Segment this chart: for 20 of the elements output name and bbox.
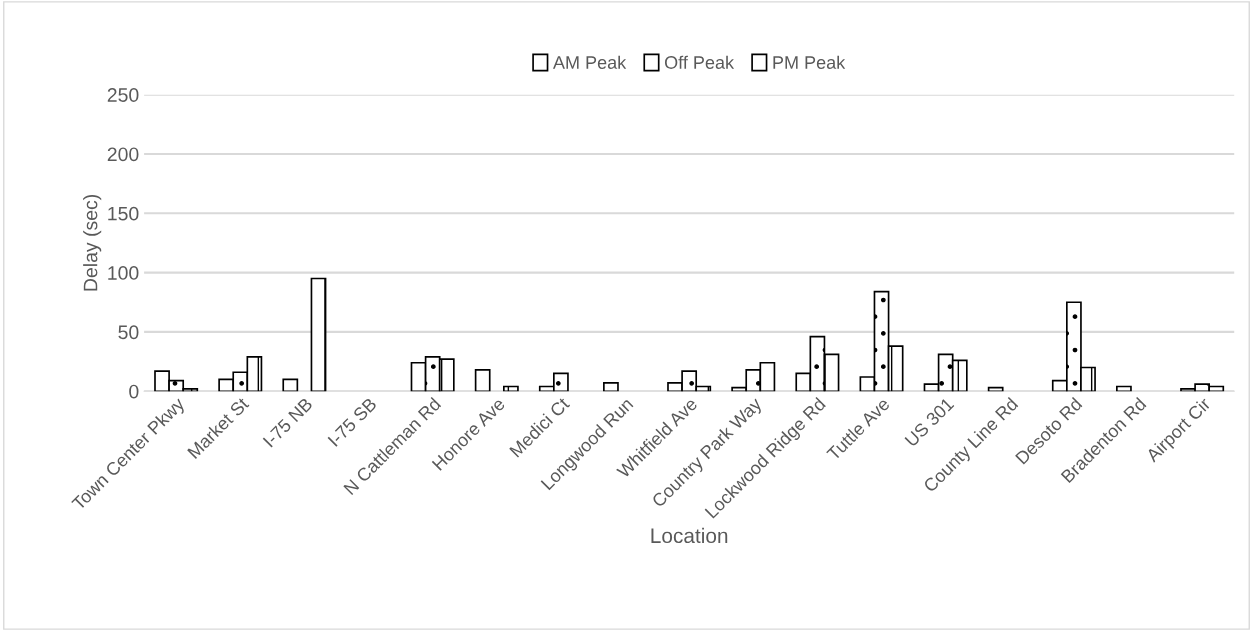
bar <box>474 369 491 392</box>
bar <box>1116 385 1132 392</box>
legend-label: Off Peak <box>664 55 735 69</box>
y-tick-label: 200 <box>107 147 139 162</box>
x-tick-label: US 301 <box>904 397 955 448</box>
x-tick-label: I-75 NB <box>262 397 314 448</box>
x-tick-label: I-75 SB <box>327 397 378 447</box>
legend-label: PM Peak <box>773 55 846 69</box>
y-tick-label: 0 <box>129 384 139 399</box>
y-tick-label: 50 <box>118 325 139 340</box>
y-axis-title: Delay (sec) <box>83 194 102 291</box>
y-tick-label: 250 <box>107 88 139 102</box>
bar <box>603 382 619 392</box>
y-tick-label: 100 <box>108 266 139 280</box>
y-tick-label: 150 <box>108 206 139 221</box>
legend-label: AM Peak <box>552 55 627 69</box>
x-axis-title: Location <box>651 527 728 544</box>
bar <box>987 386 1004 392</box>
bar <box>282 378 299 392</box>
bar <box>795 372 812 392</box>
